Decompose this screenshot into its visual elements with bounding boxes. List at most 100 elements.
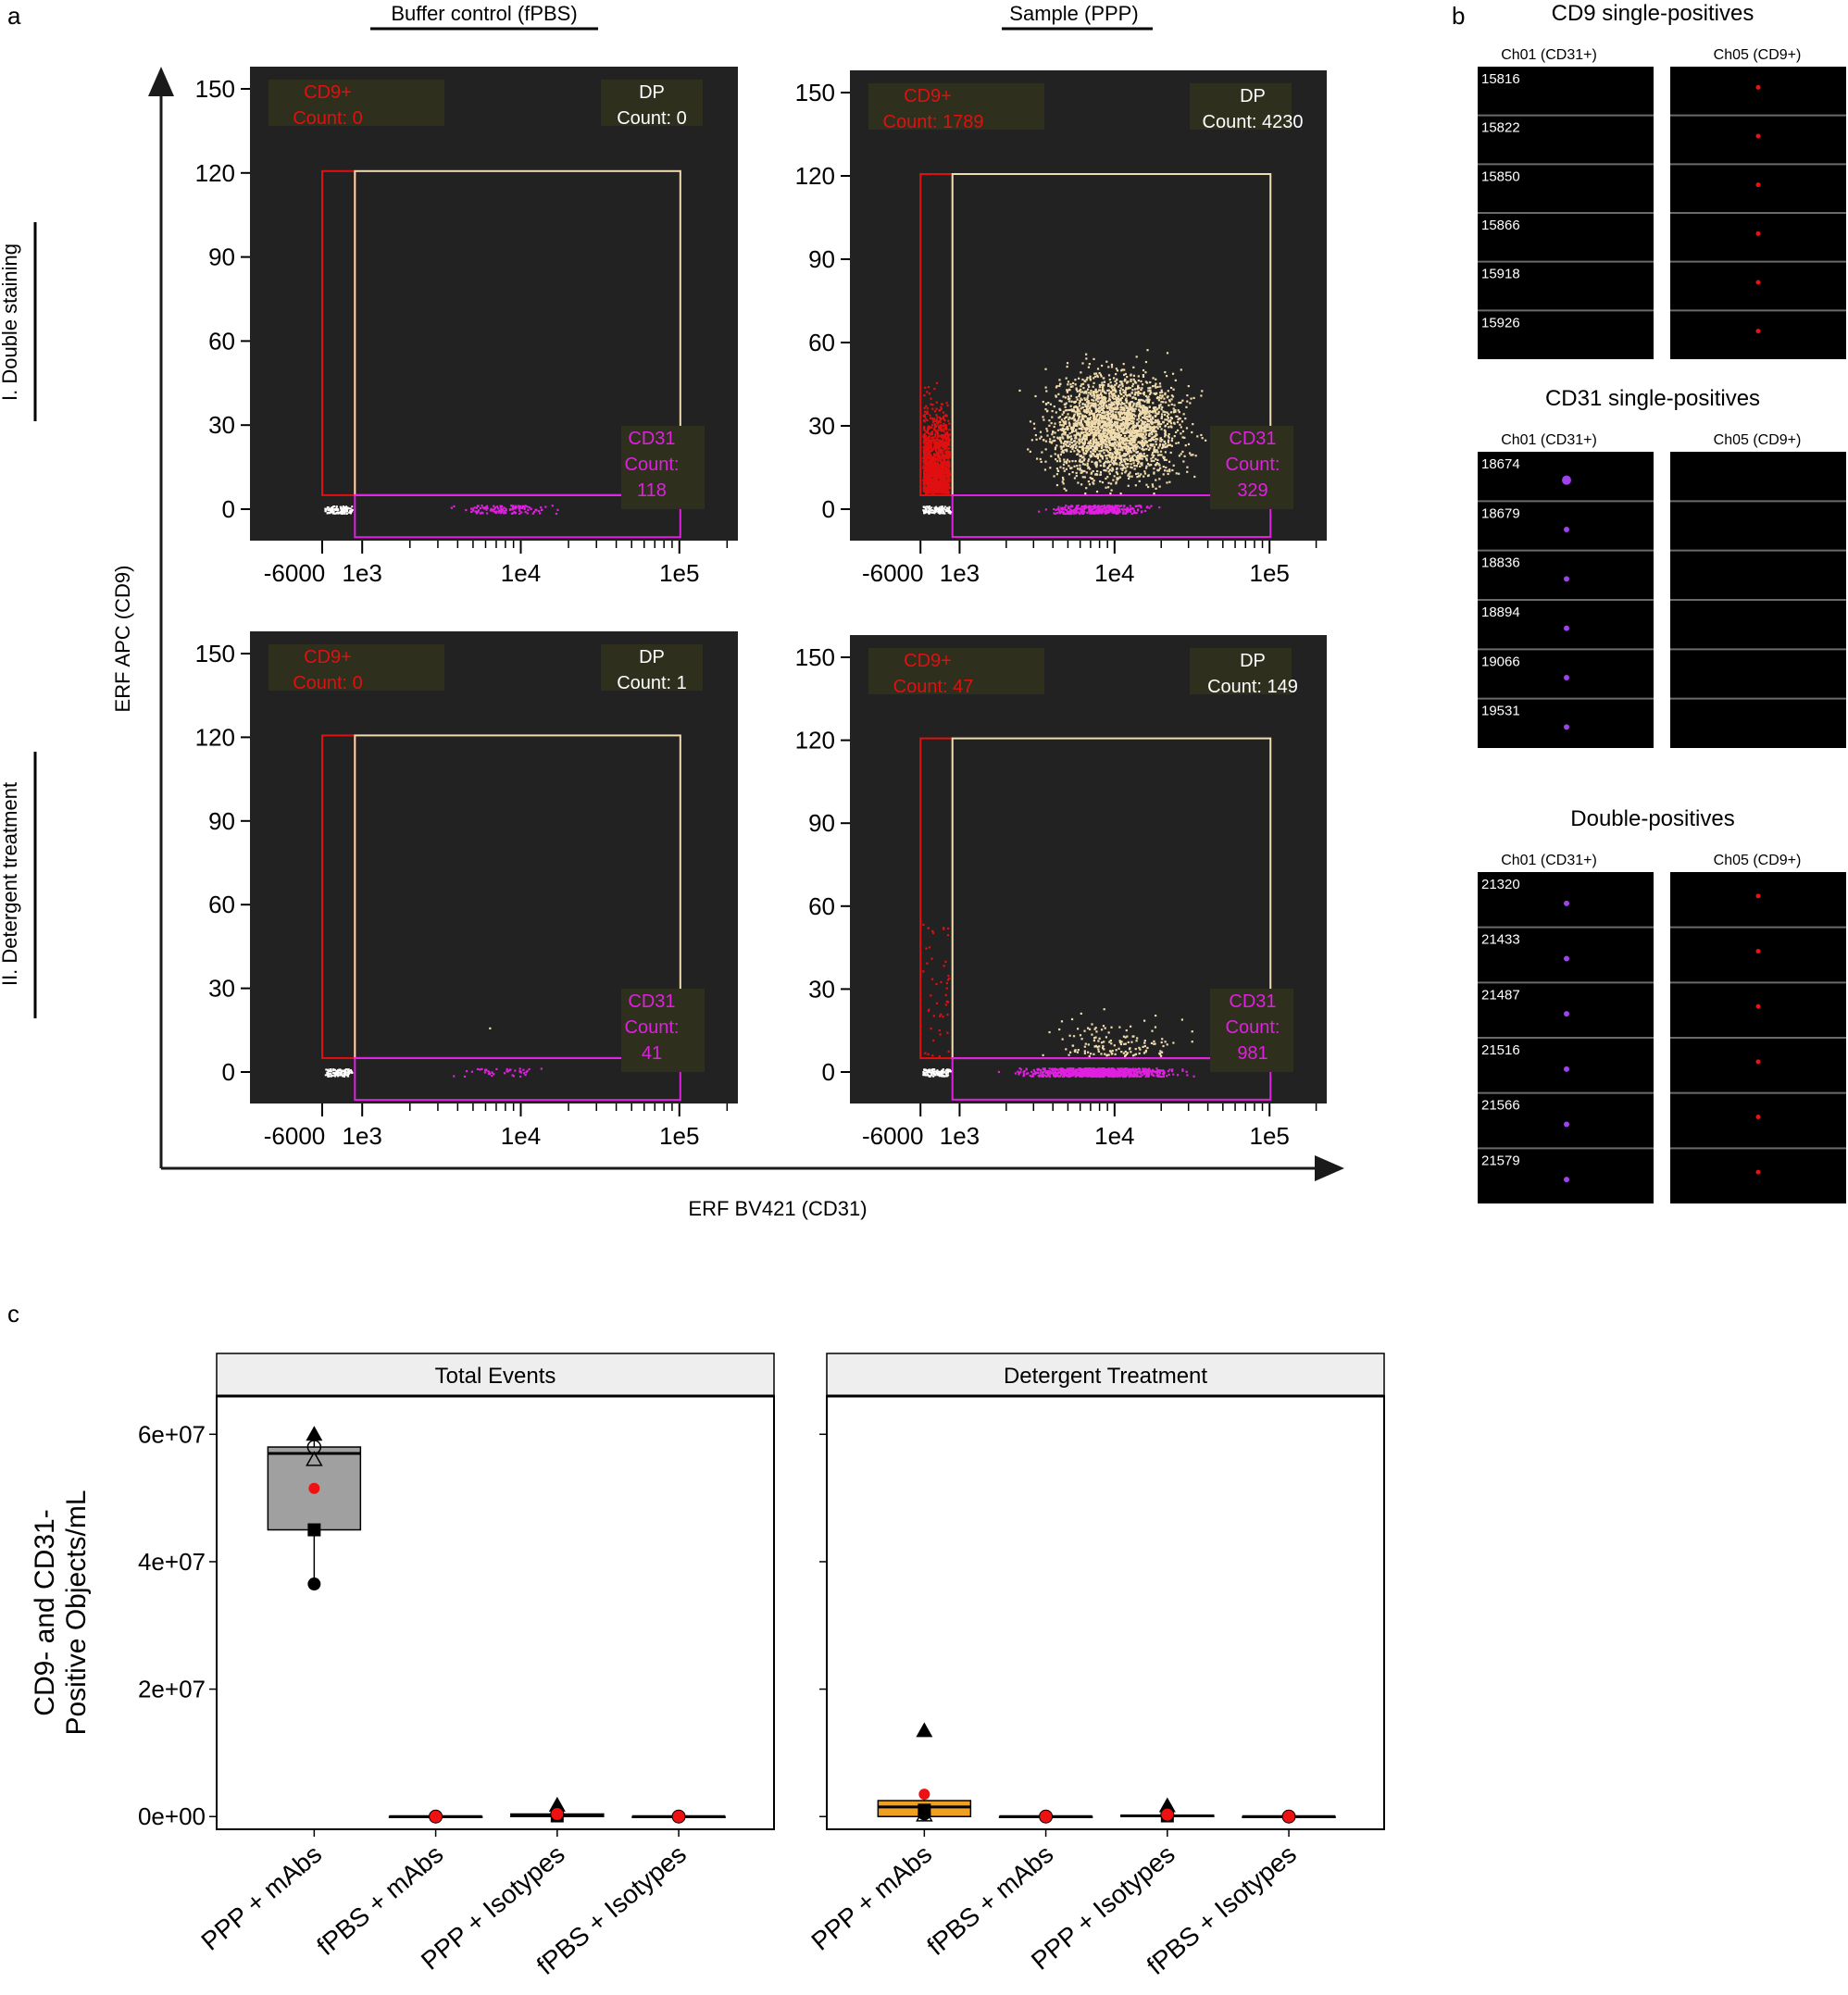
dp-event [1154,430,1156,432]
cd9-event [928,464,930,467]
dp-event [1120,457,1123,460]
dp-event [1068,443,1071,446]
dp-event [1066,366,1068,368]
cd9-event [947,484,950,488]
negative-event [351,1071,354,1074]
dp-event [1108,446,1111,449]
dp-event [1163,440,1166,443]
dp-event [1138,455,1141,458]
dp-event [1071,470,1074,474]
cd9-event [926,463,930,466]
cd9-event [945,454,948,456]
dp-event [1123,447,1126,450]
cd9-event [930,450,932,453]
dp-event [1064,416,1068,418]
cd9-event [937,464,940,467]
cd9-event [930,442,933,444]
cd31-event [1075,505,1079,507]
dp-event [1105,457,1108,460]
cd9-event [923,432,926,435]
dp-event [1105,469,1107,472]
cd9-event [928,477,930,480]
dp-event [1078,443,1080,445]
dp-event [1137,393,1140,396]
dp-event [1105,433,1108,436]
cd9-event [923,476,926,480]
dp-event [1137,434,1140,437]
dp-event [1099,470,1103,474]
dp-event [1069,405,1072,407]
cd9-event [934,469,937,472]
cd9-event [948,474,951,477]
dp-event [1087,446,1090,449]
dp-event [1093,393,1095,396]
dp-event [1099,429,1102,431]
cd9-event [944,448,947,451]
dp-event [1115,406,1118,410]
cd31-event [1104,512,1106,515]
dp-event [1126,417,1129,419]
dp-event [1157,463,1160,466]
dp-event [1085,420,1088,423]
cd9-event [925,445,928,448]
dp-event [1126,394,1129,397]
negative-event [329,1068,331,1071]
cd31-event [1120,505,1123,507]
dp-event [1118,411,1121,414]
dp-event [1161,413,1164,416]
cd31-event [481,506,484,509]
dp-event [1095,407,1098,410]
dp-event [1156,395,1159,399]
dp-event [1088,392,1091,394]
dp-event [1167,426,1170,429]
dp-event [1095,395,1098,398]
dp-event [1144,411,1147,415]
dp-event [1172,411,1175,414]
negative-event [929,505,931,508]
cd9-event [930,472,932,475]
cd31-event [1126,506,1129,509]
dp-event [1057,417,1060,419]
cd31-event [1080,505,1083,508]
cd9-event [931,418,935,421]
cd31-event [1148,506,1151,509]
dp-event [1105,404,1108,406]
dp-event [1092,385,1094,388]
dp-event [1141,411,1143,414]
negative-event [344,1068,347,1071]
dp-event [1050,442,1054,444]
dp-event [1151,454,1154,456]
dp-event [1143,448,1146,451]
cd31-event [493,505,495,507]
dp-event [1169,418,1172,422]
dp-event [1142,399,1144,402]
dp-event [1133,410,1136,413]
dp-event [1058,460,1062,463]
cd9-event [925,487,928,490]
cd31-event [506,1067,508,1071]
dp-event [1085,427,1089,430]
cd9-event [943,475,945,479]
dp-event [1081,460,1084,463]
cd9-event [930,433,934,436]
dp-event [1113,414,1116,417]
cd9-event [923,460,927,463]
dp-event [1164,445,1167,449]
cd31-event [474,510,477,513]
dp-event [1082,418,1085,420]
cd31-event [1150,505,1153,507]
cd9-event [930,466,932,469]
cd9-event [937,474,940,477]
dp-event [1166,469,1168,472]
dp-event [1133,468,1136,470]
cd31-event [1091,509,1093,512]
dp-event [1074,400,1078,403]
negative-event [328,512,331,515]
negative-event [938,507,941,510]
dp-event [1154,449,1156,452]
negative-event [949,511,952,514]
cd31-event [1084,506,1087,509]
cd9-event [944,461,947,465]
cd9-event [938,409,942,412]
dp-event [1170,386,1173,390]
